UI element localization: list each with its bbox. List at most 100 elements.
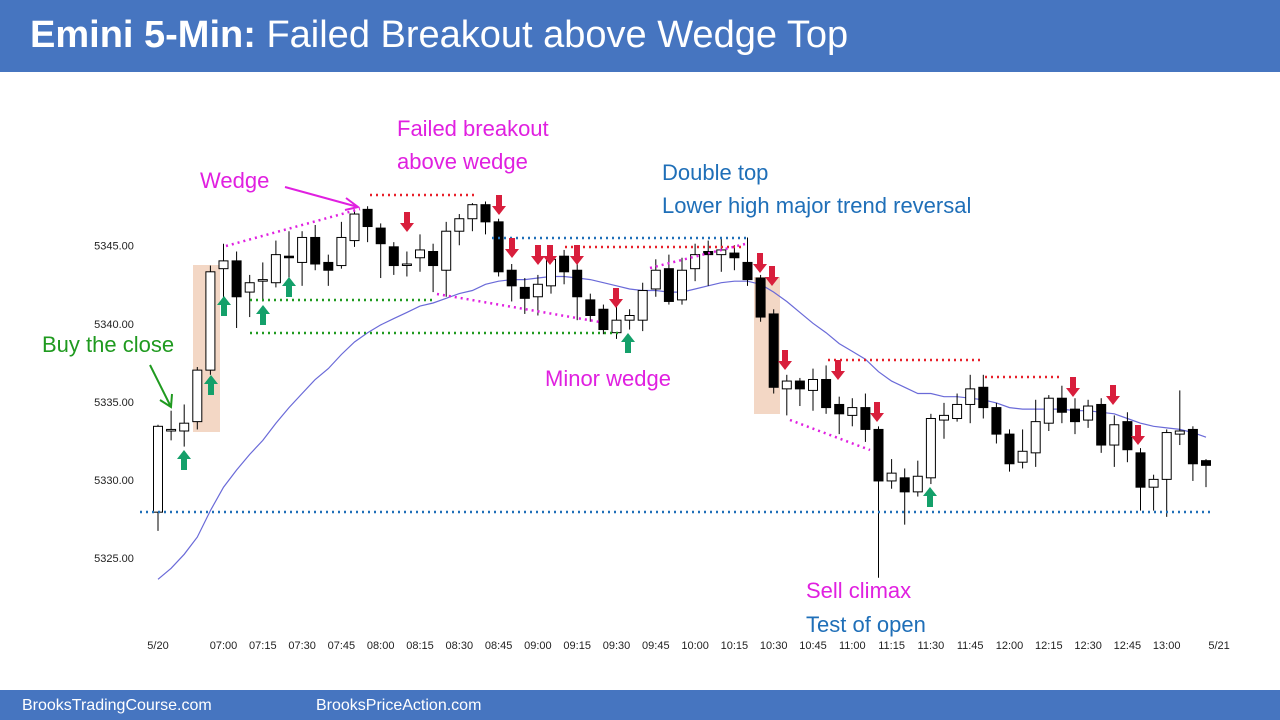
callout-arrow xyxy=(284,186,361,211)
candle-body xyxy=(768,313,779,388)
candle-body xyxy=(860,407,871,430)
x-tick-label: 09:15 xyxy=(563,640,591,652)
candle-body xyxy=(401,263,412,266)
candle-body xyxy=(650,269,661,290)
candle-body xyxy=(179,422,190,432)
annotation: Failed breakout xyxy=(397,116,549,141)
candle-body xyxy=(415,249,425,259)
sell-arrow xyxy=(753,253,767,273)
candle-body xyxy=(742,261,753,281)
candle-body xyxy=(166,428,177,432)
annotation: Sell climax xyxy=(806,578,911,603)
trend-line xyxy=(649,242,746,270)
candle-body xyxy=(965,388,976,405)
x-tick-label: 07:30 xyxy=(288,640,316,652)
candle-body xyxy=(297,236,308,263)
x-tick-label: 12:30 xyxy=(1074,640,1102,652)
annotation: Wedge xyxy=(200,168,269,193)
candle-body xyxy=(532,283,543,298)
x-tick-label: 08:15 xyxy=(406,640,434,652)
candle-body xyxy=(925,418,936,479)
sell-arrow xyxy=(1066,377,1080,397)
candle-body xyxy=(952,403,963,420)
trend-line xyxy=(225,207,361,248)
candle-body xyxy=(611,319,622,334)
candle-body xyxy=(1083,405,1094,421)
x-tick-label: 5/20 xyxy=(147,640,168,652)
annotations: Failed breakout above wedge Wedge Double… xyxy=(42,116,971,637)
sell-arrow xyxy=(831,360,845,380)
candle-body xyxy=(1004,433,1015,465)
candle-body xyxy=(585,299,596,316)
sell-arrow xyxy=(778,350,792,370)
candle-body xyxy=(912,475,923,493)
sell-arrow xyxy=(609,288,623,308)
footer-link[interactable]: BrooksPriceAction.com xyxy=(316,697,481,714)
candle-body xyxy=(663,268,674,302)
candle-body xyxy=(834,403,845,415)
x-tick-label: 10:30 xyxy=(760,640,788,652)
x-tick-label: 11:45 xyxy=(957,640,984,652)
candle-body xyxy=(1201,460,1211,466)
x-tick-label: 07:45 xyxy=(328,640,356,652)
candle-body xyxy=(270,254,281,284)
candle-body xyxy=(375,227,386,245)
signal-arrows xyxy=(177,195,1145,507)
candle-body xyxy=(1056,397,1067,413)
x-tick-label: 10:45 xyxy=(799,640,827,652)
candle-body xyxy=(1070,408,1080,423)
sell-arrow xyxy=(1106,385,1120,405)
annotation: above wedge xyxy=(397,149,528,174)
candle-body xyxy=(244,282,255,293)
candle-body xyxy=(349,213,360,242)
candle-body xyxy=(1030,421,1041,454)
candle-body xyxy=(1174,430,1185,435)
candle-body xyxy=(781,380,792,390)
x-tick-label: 08:00 xyxy=(367,640,395,652)
trend-line xyxy=(436,292,601,324)
candle-body xyxy=(493,221,504,273)
candle-body xyxy=(323,261,334,271)
candle-body xyxy=(1096,403,1107,446)
candle-body xyxy=(821,378,832,409)
candle-body xyxy=(991,407,1002,435)
candle-body xyxy=(388,246,399,267)
x-tick-label: 07:15 xyxy=(249,640,277,652)
trend-line xyxy=(789,418,871,452)
candle-body xyxy=(336,236,347,267)
x-tick-label: 12:15 xyxy=(1035,640,1063,652)
title-text: Failed Breakout above Wedge Top xyxy=(266,14,848,56)
candle-body xyxy=(1122,421,1133,451)
sell-arrow xyxy=(531,245,545,265)
sell-arrow xyxy=(492,195,506,215)
y-tick-label: 5345.00 xyxy=(94,241,134,253)
footer-link[interactable]: BrooksTradingCourse.com xyxy=(22,697,212,714)
plot-area: 5325.00 5330.00 5335.00 5340.00 5345.00 5/20 0… xyxy=(94,201,1230,652)
buy-arrow xyxy=(256,305,270,325)
x-tick-label: 12:00 xyxy=(996,640,1024,652)
x-tick-label: 09:45 xyxy=(642,640,670,652)
sell-arrow xyxy=(1131,425,1145,445)
x-tick-label: 10:00 xyxy=(681,640,709,652)
candle-body xyxy=(428,251,439,267)
candle-body xyxy=(218,260,229,270)
candle-body xyxy=(310,236,321,265)
candle-body xyxy=(192,369,203,423)
annotation: Double top xyxy=(662,160,768,185)
candle-body xyxy=(480,204,491,223)
candle-body xyxy=(677,269,687,301)
sell-arrow xyxy=(543,245,557,265)
x-tick-label: 08:45 xyxy=(485,640,513,652)
candle-body xyxy=(886,472,897,482)
annotation: Test of open xyxy=(806,612,926,637)
x-tick-label: 09:00 xyxy=(524,640,552,652)
candle-body xyxy=(231,260,242,298)
x-tick-label: 07:00 xyxy=(210,640,238,652)
title: Emini 5-Min: Failed Breakout above Wedge… xyxy=(30,14,848,56)
candle-body xyxy=(690,254,701,270)
candle-body xyxy=(808,378,818,391)
x-tick-label: 10:15 xyxy=(721,640,749,652)
candle-body xyxy=(873,428,884,482)
